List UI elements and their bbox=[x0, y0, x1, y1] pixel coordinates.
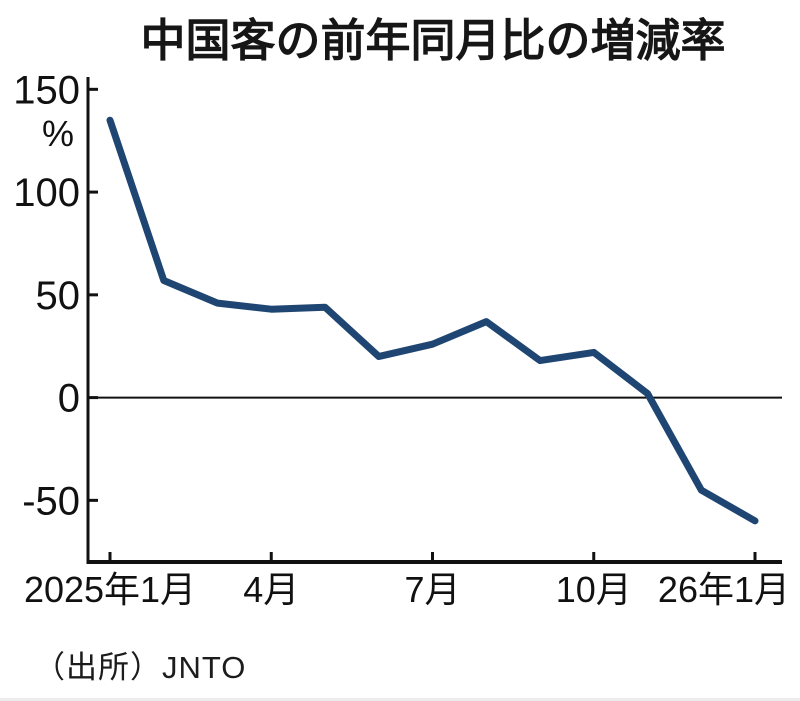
page-title: 中国客の前年同月比の増減率 bbox=[140, 15, 726, 66]
y-tick-label: 50 bbox=[36, 274, 81, 318]
source-note: （出所）JNTO bbox=[34, 650, 247, 685]
x-tick-label: 10月 bbox=[556, 569, 632, 610]
y-tick-label: 100 bbox=[13, 171, 80, 215]
x-tick-label: 26年1月 bbox=[658, 569, 790, 610]
x-tick-label: 2025年1月 bbox=[24, 569, 196, 610]
bottom-strip bbox=[0, 698, 800, 701]
x-tick-label: 4月 bbox=[243, 569, 299, 610]
y-tick-label: 0 bbox=[58, 377, 80, 421]
y-axis-unit-label: % bbox=[42, 113, 74, 154]
y-tick-label: -50 bbox=[22, 479, 80, 523]
y-tick-label: 150 bbox=[13, 68, 80, 112]
data-line-series bbox=[106, 116, 759, 525]
x-tick-label: 7月 bbox=[404, 569, 460, 610]
